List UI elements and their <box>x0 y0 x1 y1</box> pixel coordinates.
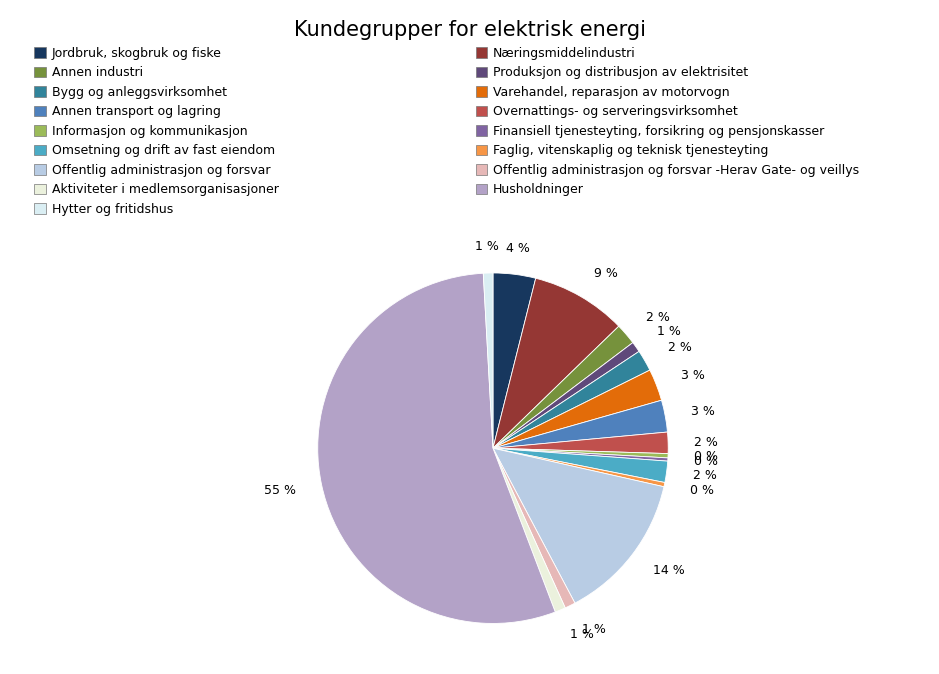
Text: 4 %: 4 % <box>506 242 530 255</box>
Text: 3 %: 3 % <box>691 404 715 418</box>
Wedge shape <box>493 448 668 461</box>
Text: 2 %: 2 % <box>695 435 718 448</box>
Text: 14 %: 14 % <box>653 564 685 577</box>
Legend: Næringsmiddelindustri, Produksjon og distribusjon av elektrisitet, Varehandel, r: Næringsmiddelindustri, Produksjon og dis… <box>476 47 859 196</box>
Wedge shape <box>493 432 669 454</box>
Wedge shape <box>493 326 633 448</box>
Wedge shape <box>484 273 493 448</box>
Wedge shape <box>493 448 575 608</box>
Wedge shape <box>493 448 665 487</box>
Wedge shape <box>493 448 668 483</box>
Text: 55 %: 55 % <box>264 484 296 497</box>
Text: 1 %: 1 % <box>657 326 682 338</box>
Wedge shape <box>493 400 668 448</box>
Text: 9 %: 9 % <box>593 267 618 280</box>
Text: 2 %: 2 % <box>668 341 691 354</box>
Wedge shape <box>493 351 650 448</box>
Wedge shape <box>493 448 664 603</box>
Text: 1 %: 1 % <box>581 623 606 636</box>
Text: 2 %: 2 % <box>646 311 670 324</box>
Wedge shape <box>493 448 669 458</box>
Text: 1 %: 1 % <box>570 627 594 641</box>
Wedge shape <box>493 448 565 612</box>
Text: 0 %: 0 % <box>694 450 718 464</box>
Text: 0 %: 0 % <box>694 455 718 468</box>
Text: Kundegrupper for elektrisk energi: Kundegrupper for elektrisk energi <box>294 20 645 40</box>
Text: 1 %: 1 % <box>475 240 500 253</box>
Wedge shape <box>493 278 619 448</box>
Text: 3 %: 3 % <box>681 369 705 382</box>
Wedge shape <box>493 273 536 448</box>
Wedge shape <box>317 273 555 623</box>
Text: 0 %: 0 % <box>690 484 714 497</box>
Wedge shape <box>493 342 639 448</box>
Text: 2 %: 2 % <box>693 469 716 482</box>
Wedge shape <box>493 370 661 448</box>
